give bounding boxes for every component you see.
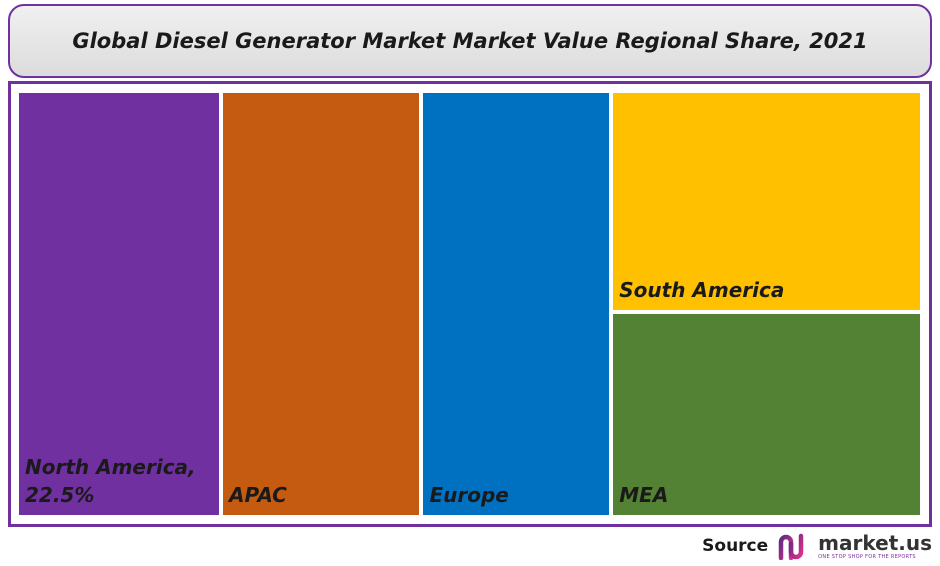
tile-north-america: North America, 22.5% <box>19 93 220 515</box>
source-label: Source <box>702 536 769 556</box>
chart-title-box: Global Diesel Generator Market Market Va… <box>8 4 932 78</box>
tile-label: Europe <box>429 483 509 507</box>
treemap-area: North America, 22.5% APAC Europe South Ameri… <box>19 93 920 515</box>
source-attribution: Source market.us ONE STOP SHOP FOR THE R… <box>702 530 932 562</box>
tile-label: MEA <box>619 482 669 507</box>
brand-name: market.us <box>818 530 932 555</box>
tile-south-america: South America <box>613 93 920 310</box>
market-us-logo-icon <box>778 533 811 560</box>
brand-tagline: ONE STOP SHOP FOR THE REPORTS <box>818 553 916 560</box>
market-us-logo[interactable]: market.us ONE STOP SHOP FOR THE REPORTS <box>778 532 932 560</box>
tile-label: North America, 22.5% <box>25 453 213 509</box>
tile-label: South America <box>619 277 785 302</box>
tile-label: APAC <box>229 483 287 507</box>
tile-europe: Europe <box>423 93 610 515</box>
tile-apac: APAC <box>223 93 420 515</box>
tile-mea: MEA <box>613 313 920 515</box>
chart-title: Global Diesel Generator Market Market Va… <box>72 29 868 53</box>
tile-value-label: 22.5% <box>25 483 95 507</box>
